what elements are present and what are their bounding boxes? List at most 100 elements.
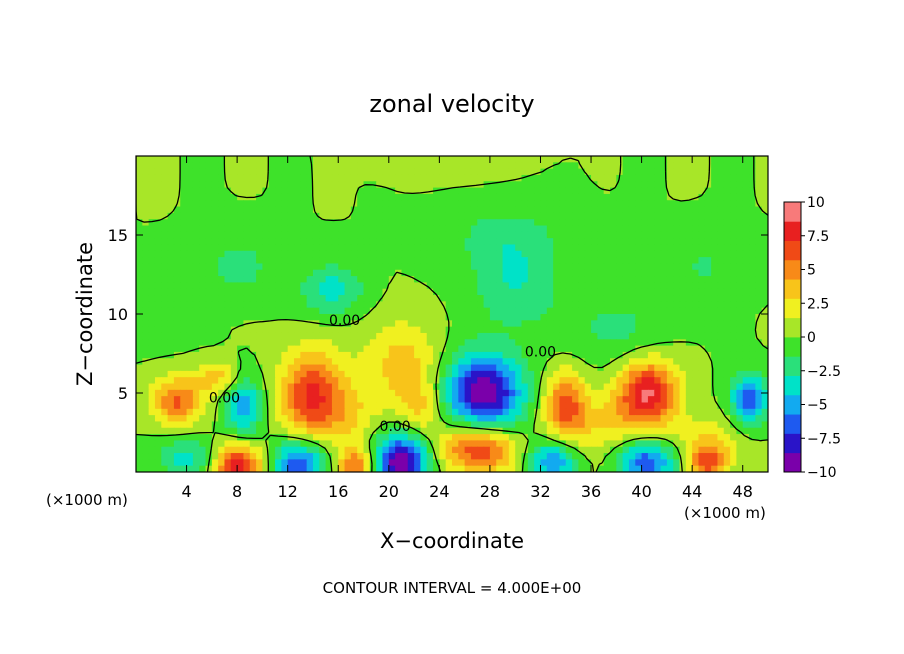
heat-cell <box>237 162 245 170</box>
heat-cell <box>749 250 756 258</box>
heat-cell <box>262 326 270 334</box>
heat-cell <box>205 200 213 208</box>
heat-cell <box>628 446 636 454</box>
heat-cell <box>584 181 592 189</box>
heat-cell <box>426 326 434 334</box>
heat-cell <box>338 415 346 423</box>
heat-cell <box>376 212 384 220</box>
heat-cell <box>382 421 390 429</box>
heat-cell <box>331 257 339 265</box>
heat-cell <box>477 440 485 448</box>
heat-cell <box>167 162 175 170</box>
heat-cell <box>527 307 535 315</box>
heat-cell <box>698 326 706 334</box>
heat-cell <box>647 370 655 378</box>
heat-cell <box>641 156 649 163</box>
heat-cell <box>483 168 491 176</box>
heat-cell <box>205 263 213 271</box>
heat-cell <box>186 402 194 410</box>
heat-cell <box>300 370 308 378</box>
heat-cell <box>211 421 219 429</box>
heat-cell <box>515 364 523 372</box>
heat-cell <box>230 174 238 182</box>
heat-cell <box>603 453 611 460</box>
heat-cell <box>591 257 598 265</box>
heat-cell <box>616 364 624 372</box>
heat-cell <box>616 250 624 258</box>
heat-cell <box>148 377 156 385</box>
heat-cell <box>300 282 308 290</box>
heat-cell <box>414 156 421 163</box>
heat-cell <box>287 193 295 201</box>
heat-cell <box>249 288 257 296</box>
heat-cell <box>205 332 213 340</box>
heat-cell <box>350 332 358 340</box>
heat-cell <box>477 225 485 233</box>
heat-cell <box>597 440 605 448</box>
heat-cell <box>591 345 598 353</box>
heat-cell <box>635 326 643 334</box>
heat-cell <box>489 434 497 441</box>
heat-cell <box>167 314 175 321</box>
heat-cell <box>749 370 756 378</box>
heat-cell <box>515 389 523 397</box>
heat-cell <box>192 263 200 271</box>
heat-cell <box>211 282 219 290</box>
heat-cell <box>376 364 384 372</box>
heat-cell <box>578 174 586 182</box>
heat-cell <box>312 465 320 472</box>
heat-cell <box>230 389 238 397</box>
heat-cell <box>363 383 371 391</box>
heat-cell <box>357 168 365 176</box>
heat-cell <box>749 288 756 296</box>
heat-cell <box>211 446 219 454</box>
heat-cell <box>591 187 598 195</box>
heat-cell <box>363 453 371 460</box>
heat-cell <box>401 440 409 448</box>
heat-cell <box>546 193 554 201</box>
heat-cell <box>527 364 535 372</box>
heat-cell <box>635 440 643 448</box>
heat-cell <box>312 345 320 353</box>
heat-cell <box>154 200 162 208</box>
heat-cell <box>199 453 207 460</box>
heat-cell <box>527 351 535 359</box>
heat-cell <box>572 301 579 309</box>
heat-cell <box>527 377 535 385</box>
heat-cell <box>350 212 358 220</box>
heat-cell <box>426 408 434 416</box>
heat-cell <box>420 187 428 195</box>
heat-cell <box>761 276 768 283</box>
heat-cell <box>243 295 251 302</box>
heat-cell <box>142 415 150 423</box>
heat-cell <box>294 206 301 214</box>
heat-cell <box>388 446 396 454</box>
heat-cell <box>711 263 719 271</box>
heat-cell <box>414 459 421 467</box>
heat-cell <box>749 238 756 246</box>
heat-cell <box>262 351 270 359</box>
heat-cell <box>275 446 282 454</box>
heat-cell <box>218 427 226 435</box>
heat-cell <box>161 320 169 328</box>
heat-cell <box>464 434 472 441</box>
heat-cell <box>610 282 617 290</box>
heat-cell <box>331 408 339 416</box>
heat-cell <box>464 301 472 309</box>
heat-cell <box>610 288 617 296</box>
heat-cell <box>742 263 750 271</box>
heat-cell <box>237 244 245 252</box>
heat-cell <box>180 396 188 404</box>
heat-cell <box>521 295 529 302</box>
heat-cell <box>685 320 693 328</box>
heat-cell <box>445 383 453 391</box>
heat-cell <box>508 446 516 454</box>
heat-cell <box>527 282 535 290</box>
heat-cell <box>268 206 276 214</box>
heat-cell <box>395 351 403 359</box>
heat-cell <box>685 326 693 334</box>
heat-cell <box>249 174 257 182</box>
heat-cell <box>401 288 409 296</box>
heat-cell <box>205 225 213 233</box>
heat-cell <box>527 200 535 208</box>
